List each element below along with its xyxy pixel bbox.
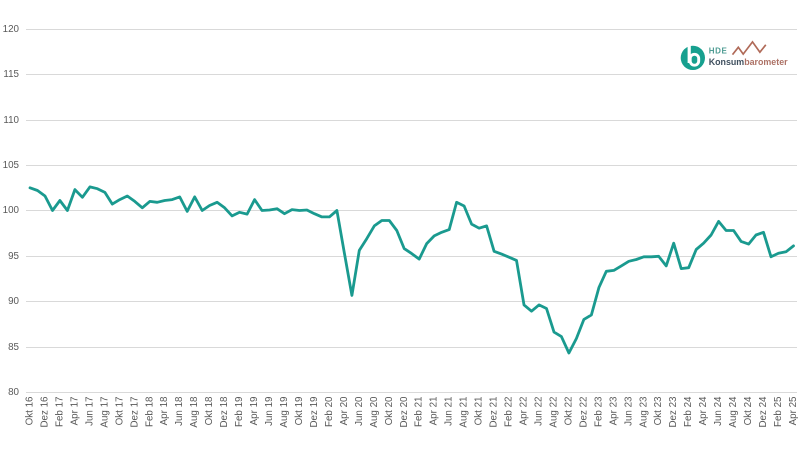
svg-text:Dez 24: Dez 24: [758, 396, 769, 428]
svg-text:Apr 23: Apr 23: [608, 396, 619, 425]
svg-text:Aug 20: Aug 20: [369, 396, 380, 428]
svg-text:105: 105: [3, 160, 20, 171]
svg-text:Okt 22: Okt 22: [563, 397, 574, 426]
svg-text:Jun 22: Jun 22: [533, 397, 544, 426]
svg-text:Feb 21: Feb 21: [414, 397, 425, 428]
svg-text:Apr 18: Apr 18: [159, 396, 170, 425]
svg-text:Feb 19: Feb 19: [234, 397, 245, 428]
svg-text:Feb 25: Feb 25: [773, 396, 784, 427]
svg-text:Jun 23: Jun 23: [623, 396, 634, 426]
svg-text:Aug 18: Aug 18: [189, 396, 200, 428]
svg-text:Okt 24: Okt 24: [743, 396, 754, 425]
svg-text:Jun 20: Jun 20: [354, 396, 365, 426]
svg-text:Apr 24: Apr 24: [698, 396, 709, 425]
svg-text:Dez 16: Dez 16: [39, 396, 50, 428]
svg-text:Dez 20: Dez 20: [399, 396, 410, 428]
svg-text:115: 115: [3, 69, 19, 80]
svg-text:90: 90: [8, 296, 19, 307]
svg-text:Konsumbarometer: Konsumbarometer: [709, 57, 788, 67]
svg-text:Feb 17: Feb 17: [54, 397, 65, 428]
svg-text:Okt 23: Okt 23: [653, 396, 664, 425]
svg-text:Apr 21: Apr 21: [429, 397, 440, 426]
svg-text:Aug 19: Aug 19: [279, 397, 290, 428]
svg-text:Apr 22: Apr 22: [519, 397, 530, 426]
svg-text:Feb 23: Feb 23: [593, 396, 604, 427]
svg-text:Apr 20: Apr 20: [339, 396, 350, 425]
svg-text:Jun 17: Jun 17: [84, 397, 95, 426]
svg-text:Feb 24: Feb 24: [683, 396, 694, 427]
svg-text:Dez 17: Dez 17: [129, 397, 140, 428]
svg-text:Okt 16: Okt 16: [25, 396, 36, 425]
svg-text:Aug 24: Aug 24: [728, 396, 739, 428]
svg-text:Apr 19: Apr 19: [249, 397, 260, 426]
svg-text:110: 110: [3, 115, 19, 126]
svg-text:Okt 20: Okt 20: [384, 396, 395, 425]
svg-text:Okt 17: Okt 17: [114, 397, 125, 426]
svg-text:Aug 23: Aug 23: [638, 396, 649, 428]
svg-text:Jun 18: Jun 18: [174, 396, 185, 426]
svg-text:Apr 25: Apr 25: [788, 396, 799, 425]
svg-text:95: 95: [8, 251, 19, 262]
svg-text:Feb 20: Feb 20: [324, 396, 335, 427]
svg-text:Jun 19: Jun 19: [264, 397, 275, 426]
svg-text:Feb 22: Feb 22: [504, 397, 515, 428]
svg-text:Jun 24: Jun 24: [713, 396, 724, 426]
svg-text:Dez 19: Dez 19: [309, 397, 320, 428]
svg-text:Apr 17: Apr 17: [69, 397, 80, 426]
svg-text:100: 100: [3, 205, 20, 216]
svg-text:Aug 21: Aug 21: [459, 397, 470, 428]
svg-text:Feb 18: Feb 18: [144, 396, 155, 427]
svg-text:Dez 22: Dez 22: [578, 397, 589, 428]
svg-text:85: 85: [8, 342, 19, 353]
svg-text:80: 80: [8, 387, 19, 398]
svg-text:120: 120: [3, 24, 20, 35]
svg-text:Okt 21: Okt 21: [474, 397, 485, 426]
svg-text:Jun 21: Jun 21: [444, 397, 455, 426]
svg-text:Okt 19: Okt 19: [294, 397, 305, 426]
svg-text:Dez 21: Dez 21: [489, 397, 500, 428]
svg-text:Okt 18: Okt 18: [204, 396, 215, 425]
svg-text:Aug 22: Aug 22: [548, 397, 559, 428]
svg-text:Dez 23: Dez 23: [668, 396, 679, 428]
svg-text:Aug 17: Aug 17: [99, 397, 110, 428]
svg-text:HDE: HDE: [709, 47, 728, 56]
svg-text:Dez 18: Dez 18: [219, 396, 230, 428]
